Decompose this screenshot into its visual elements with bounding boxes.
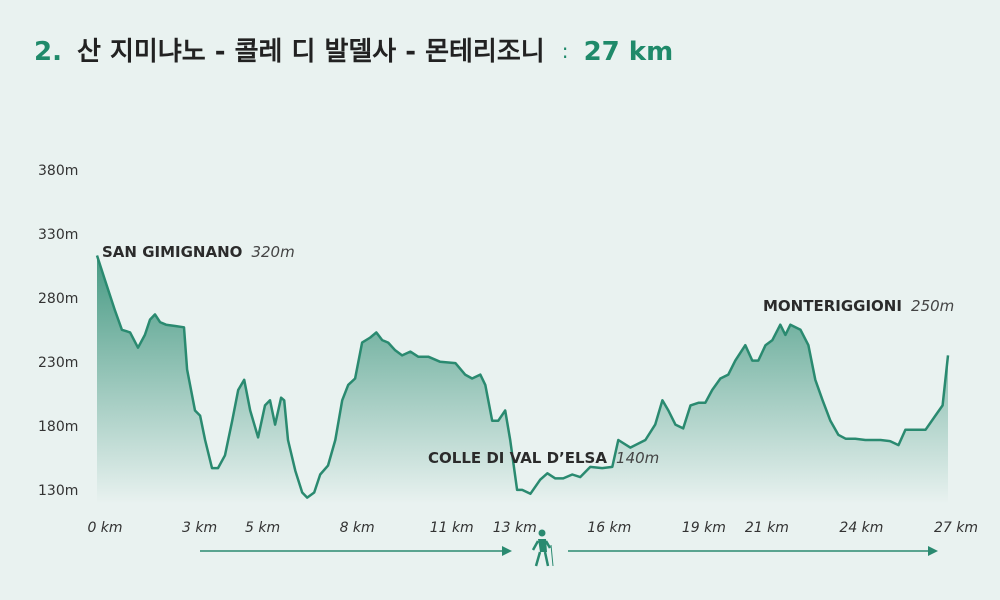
x-tick-label: 19 km (682, 520, 726, 536)
x-tick-label: 0 km (87, 520, 122, 536)
annotation-name: SAN GIMIGNANO (102, 243, 242, 261)
arrow-head (502, 546, 512, 556)
title-number: 2. (34, 37, 62, 67)
arrow-head (928, 546, 938, 556)
annotation: MONTERIGGIONI 250m (763, 296, 954, 315)
annotation-name: MONTERIGGIONI (763, 297, 902, 315)
x-tick-label: 11 km (430, 520, 474, 536)
annotation: COLLE DI VAL D’ELSA 140m (428, 448, 659, 467)
y-tick-label: 280m (38, 291, 78, 307)
y-tick-label: 180m (38, 419, 78, 435)
y-tick-label: 380m (38, 163, 78, 179)
title-distance: 27 km (584, 37, 674, 67)
x-tick-label: 8 km (340, 520, 375, 536)
title-separator: : (562, 39, 569, 63)
annotation-name: COLLE DI VAL D’ELSA (428, 449, 607, 467)
annotation: SAN GIMIGNANO 320m (102, 242, 295, 261)
elevation-line (95, 255, 950, 499)
y-tick-label: 330m (38, 227, 78, 243)
annotation-elevation: 140m (616, 449, 659, 467)
annotation-elevation: 320m (251, 243, 294, 261)
area-fill (97, 255, 948, 504)
y-tick-label: 130m (38, 483, 78, 499)
x-tick-label: 21 km (745, 520, 789, 536)
y-tick-label: 230m (38, 355, 78, 371)
x-tick-label: 16 km (587, 520, 631, 536)
x-tick-label: 24 km (839, 520, 883, 536)
annotation-elevation: 250m (911, 297, 954, 315)
title-text: 산 지미냐노 - 콜레 디 발델사 - 몬테리조니 (77, 37, 545, 67)
x-tick-label: 3 km (182, 520, 217, 536)
chart-title: 2. 산 지미냐노 - 콜레 디 발델사 - 몬테리조니 : 27 km (34, 37, 673, 67)
x-tick-label: 13 km (493, 520, 537, 536)
hiker-icon (531, 529, 554, 567)
x-tick-label: 27 km (934, 520, 978, 536)
x-tick-label: 5 km (245, 520, 280, 536)
